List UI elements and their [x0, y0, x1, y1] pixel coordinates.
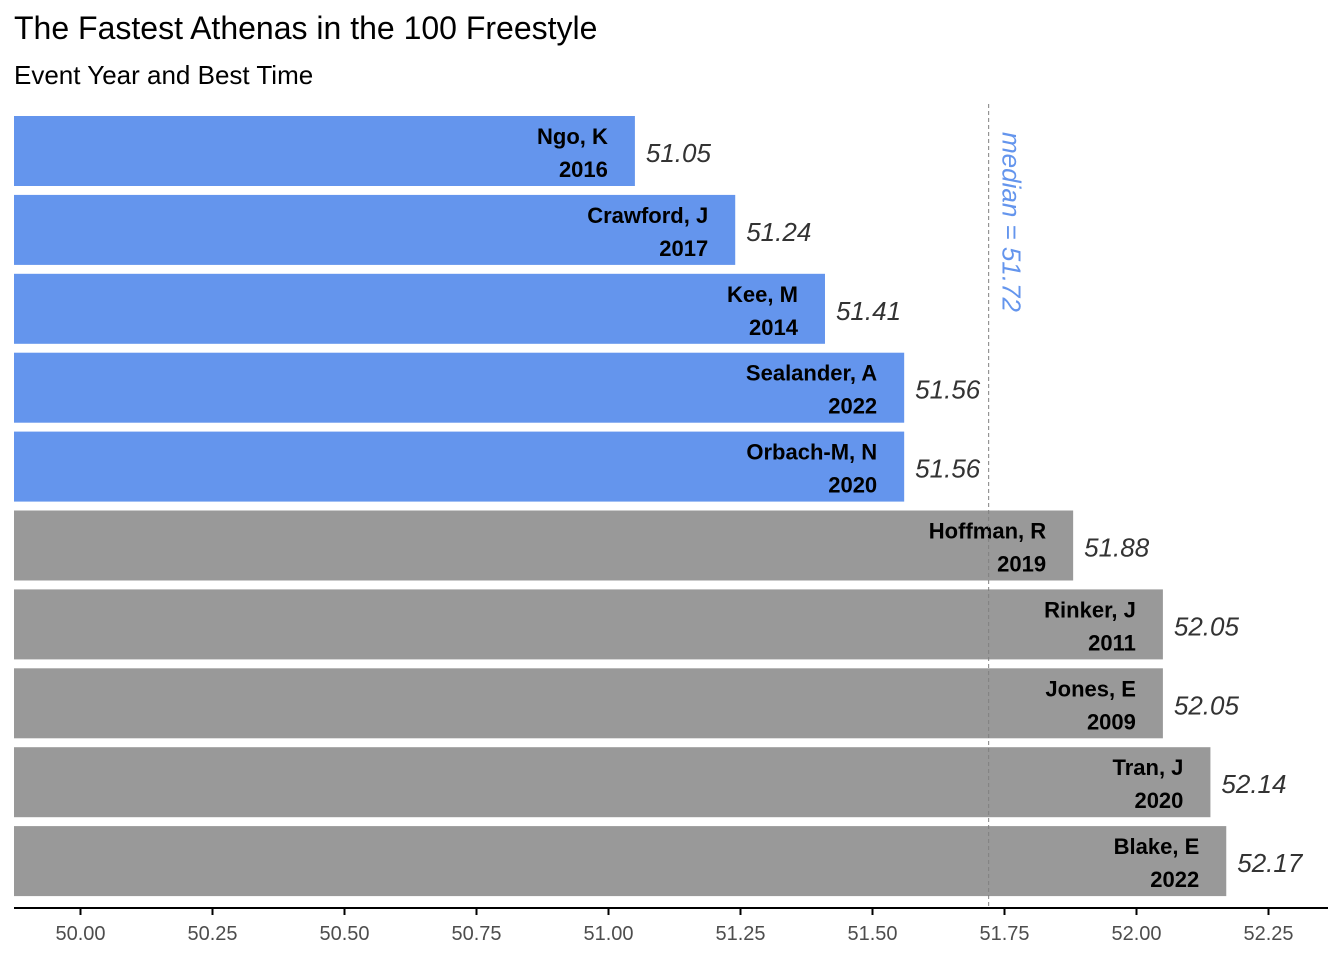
x-tick-label: 51.50	[847, 923, 897, 945]
bar-value-label: 51.05	[646, 138, 712, 168]
bar-year-label: 2009	[1087, 709, 1136, 734]
bar-group: Sealander, A 2022 51.56	[14, 352, 981, 423]
bar-year-label: 2019	[997, 552, 1046, 577]
bar-name-label: Ngo, K	[537, 124, 608, 149]
bar-group: Jones, E 2009 52.05	[14, 668, 1240, 739]
bar-year-label: 2020	[828, 473, 877, 498]
chart-subtitle: Event Year and Best Time	[14, 60, 314, 90]
bar	[14, 194, 736, 265]
bar-year-label: 2017	[659, 236, 708, 261]
x-tick-label: 50.00	[55, 923, 105, 945]
bar-value-label: 52.05	[1174, 611, 1240, 641]
x-tick-label: 51.25	[715, 923, 765, 945]
x-tick-label: 51.75	[979, 923, 1029, 945]
bar-year-label: 2014	[749, 315, 799, 340]
bar-name-label: Kee, M	[727, 282, 798, 307]
x-tick-label: 50.50	[319, 923, 369, 945]
bar-year-label: 2011	[1088, 630, 1136, 655]
bar-value-label: 51.24	[746, 217, 811, 247]
bar	[14, 747, 1211, 818]
chart-title: The Fastest Athenas in the 100 Freestyle	[14, 10, 598, 46]
bar-name-label: Crawford, J	[587, 203, 708, 228]
bar-group: Rinker, J 2011 52.05	[14, 589, 1240, 660]
bar-group: Crawford, J 2017 51.24	[14, 194, 811, 265]
bar-name-label: Orbach-M, N	[746, 440, 877, 465]
bar-group: Blake, E 2022 52.17	[14, 826, 1304, 897]
bar-value-label: 51.56	[915, 375, 981, 405]
bar-value-label: 52.14	[1221, 769, 1286, 799]
x-tick-label: 51.00	[583, 923, 633, 945]
x-tick-label: 52.25	[1243, 923, 1293, 945]
bar-group: Kee, M 2014 51.41	[14, 273, 901, 344]
bar	[14, 431, 905, 502]
bar-group: Tran, J 2020 52.14	[14, 747, 1286, 818]
bar-name-label: Blake, E	[1114, 834, 1200, 859]
bar-name-label: Tran, J	[1112, 755, 1183, 780]
bar-value-label: 51.56	[915, 454, 981, 484]
bar-year-label: 2022	[828, 394, 877, 419]
bar	[14, 589, 1163, 660]
x-tick-label: 50.25	[187, 923, 237, 945]
bar-group: Orbach-M, N 2020 51.56	[14, 431, 981, 502]
bar-name-label: Jones, E	[1045, 676, 1135, 701]
bar-value-label: 51.41	[836, 296, 901, 326]
bar-name-label: Sealander, A	[746, 361, 877, 386]
bar	[14, 510, 1074, 581]
bar	[14, 352, 905, 423]
bar-name-label: Hoffman, R	[929, 519, 1046, 544]
bar	[14, 116, 635, 186]
bar-value-label: 51.88	[1084, 533, 1150, 563]
x-tick-label: 50.75	[451, 923, 501, 945]
bar-year-label: 2016	[559, 157, 608, 182]
bar-year-label: 2020	[1134, 788, 1183, 813]
median-label: median = 51.72	[997, 132, 1027, 313]
bar-group: Hoffman, R 2019 51.88	[14, 510, 1150, 581]
bar-value-label: 52.05	[1174, 690, 1240, 720]
bar	[14, 273, 825, 344]
bar-name-label: Rinker, J	[1044, 597, 1136, 622]
bar-group: Ngo, K 2016 51.05	[14, 116, 712, 186]
bar	[14, 668, 1163, 739]
bar	[14, 826, 1227, 897]
bar-value-label: 52.17	[1237, 848, 1304, 878]
x-tick-label: 52.00	[1111, 923, 1161, 945]
bar-year-label: 2022	[1150, 867, 1199, 892]
